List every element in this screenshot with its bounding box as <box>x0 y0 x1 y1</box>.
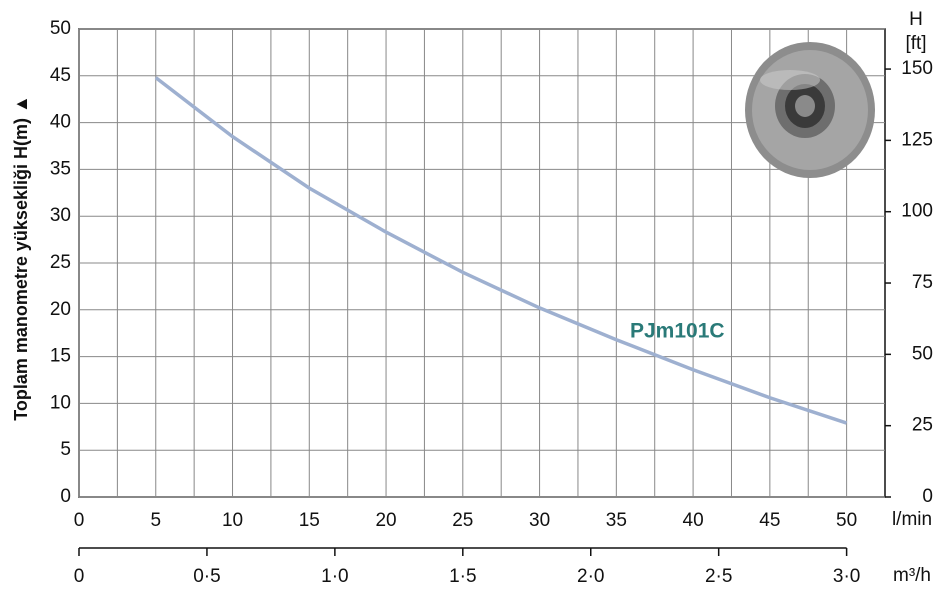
x-tick-label: 20 <box>375 510 396 531</box>
y2-tick-label: 100 <box>901 201 933 222</box>
y-tick-label: 20 <box>50 299 71 320</box>
y-axis-label: Toplam manometre yüksekliği H(m) ▲ <box>11 95 31 421</box>
y-tick-label: 30 <box>50 205 71 226</box>
y-tick-label: 0 <box>60 486 71 507</box>
x2-tick-label: 0·5 <box>193 566 220 587</box>
x-tick-label: 35 <box>606 510 627 531</box>
x2-tick-label: 2·0 <box>577 566 604 587</box>
y-tick-label: 25 <box>50 252 71 273</box>
x-tick-label: 10 <box>222 510 243 531</box>
y-tick-label: 35 <box>50 158 71 179</box>
series-label: PJm101C <box>630 320 725 343</box>
y-tick-label: 40 <box>50 112 71 133</box>
x2-tick-label: 0 <box>74 566 85 587</box>
x2-tick-label: 3·0 <box>833 566 860 587</box>
y2-tick-label: 0 <box>922 486 933 507</box>
y2-tick-label: 50 <box>912 343 933 364</box>
x-tick-label: 15 <box>299 510 320 531</box>
y-tick-label: 15 <box>50 346 71 367</box>
x-tick-label: 30 <box>529 510 550 531</box>
x-tick-label: 25 <box>452 510 473 531</box>
x2-tick-label: 1·5 <box>449 566 476 587</box>
y-tick-label: 5 <box>60 439 71 460</box>
x-tick-label: 40 <box>683 510 704 531</box>
x2-tick-label: 1·0 <box>321 566 348 587</box>
y-tick-label: 45 <box>50 65 71 86</box>
x-tick-label: 45 <box>759 510 780 531</box>
impeller-photo <box>745 42 875 178</box>
x-tick-label: 5 <box>150 510 161 531</box>
x-unit: l/min <box>892 509 932 530</box>
line-series <box>154 76 848 425</box>
y2-label: H <box>909 9 923 30</box>
y2-tick-label: 75 <box>912 272 933 293</box>
y2-unit: [ft] <box>905 33 926 54</box>
y2-tick-label: 125 <box>901 129 933 150</box>
x2-unit: m³/h <box>893 565 931 586</box>
y-tick-label: 10 <box>50 392 71 413</box>
y-tick-label: 50 <box>50 18 71 39</box>
y2-tick-label: 25 <box>912 415 933 436</box>
y2-tick-label: 150 <box>901 58 933 79</box>
x-tick-label: 0 <box>74 510 85 531</box>
x2-tick-label: 2·5 <box>705 566 732 587</box>
x-tick-label: 50 <box>836 510 857 531</box>
